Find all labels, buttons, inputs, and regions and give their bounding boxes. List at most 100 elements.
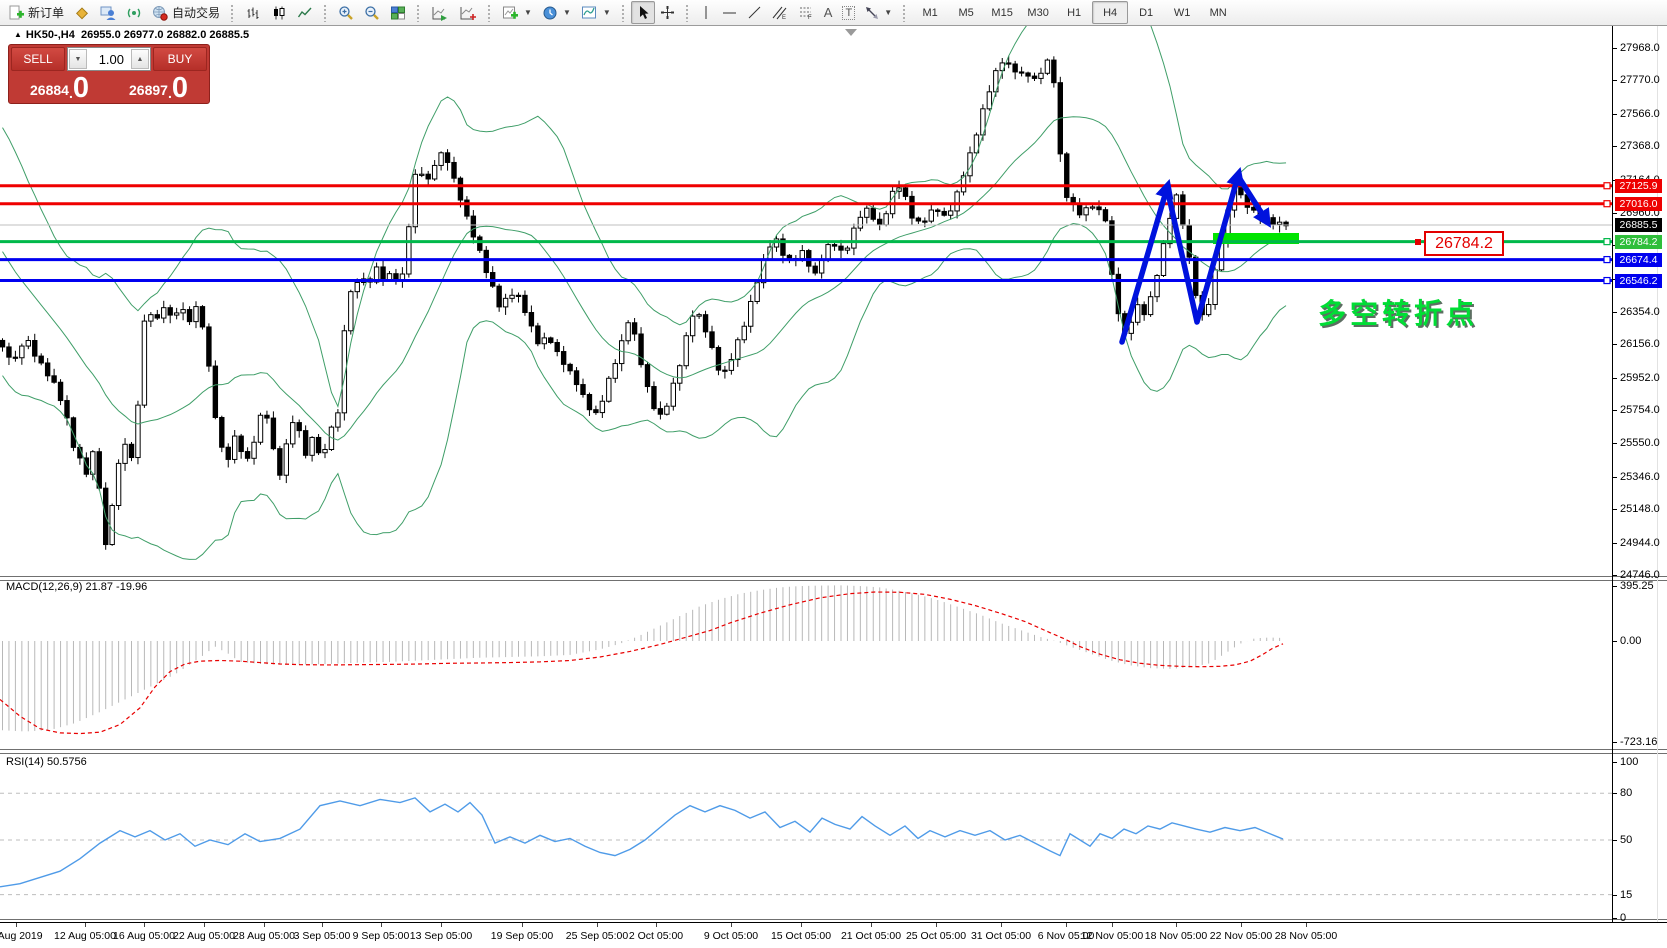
terminal-button[interactable] [95, 1, 121, 24]
line-handle[interactable] [1603, 200, 1611, 208]
dropdown-caret: ▼ [602, 8, 611, 17]
timeframe-m15[interactable]: M15 [991, 6, 1013, 19]
line-handle[interactable] [1603, 182, 1611, 190]
line-chart-mode-button[interactable] [292, 1, 318, 24]
line-handle[interactable] [1603, 255, 1611, 264]
volume-increase-button[interactable]: ▲ [131, 49, 149, 69]
timeframe-d1[interactable]: D1 [1139, 6, 1154, 19]
rsi-label: RSI(14) 50.5756 [6, 756, 87, 768]
cursor-tool-button[interactable] [630, 1, 655, 24]
symbols-button[interactable] [69, 1, 95, 24]
sell-button[interactable]: SELL [11, 47, 65, 71]
toolbar-grip[interactable] [487, 3, 493, 22]
new-order-button[interactable]: 新订单 [3, 1, 69, 24]
zoom-out-button[interactable] [359, 1, 385, 24]
fibonacci-tool[interactable]: F [793, 1, 819, 24]
bar-chart-mode-button[interactable] [240, 1, 266, 24]
toolbar-grip[interactable] [416, 3, 422, 22]
volume-decrease-button[interactable]: ▼ [69, 49, 87, 69]
price-axis-tick-label: 24746.0 [1620, 568, 1660, 581]
arrows-icon [866, 6, 879, 19]
timeframe-w1[interactable]: W1 [1173, 6, 1191, 19]
toolbar-grip[interactable] [684, 3, 690, 22]
connection-button[interactable] [121, 1, 147, 24]
timeframe-h4[interactable]: H4 [1092, 1, 1129, 24]
vertical-line-tool[interactable] [695, 1, 717, 24]
time-axis-tick [322, 923, 323, 927]
timeframe-m5[interactable]: M5 [958, 6, 974, 19]
candlestick-mode-button[interactable] [266, 1, 292, 24]
line-handle[interactable] [1603, 238, 1611, 246]
crosshair-tool-button[interactable] [655, 1, 680, 24]
new-chart-dropdown[interactable]: ▼ [497, 1, 537, 24]
auto-trading-icon [153, 5, 168, 21]
line-handle[interactable] [1603, 276, 1611, 285]
buy-price-main: 26897 [129, 82, 168, 98]
auto-scroll-icon [432, 6, 448, 21]
profiles-dropdown[interactable]: ▼ [537, 1, 576, 24]
label-tool[interactable]: T [837, 1, 860, 24]
auto-scroll-button[interactable] [426, 1, 454, 24]
turning-point-annotation[interactable]: 多空转折点 [1318, 298, 1479, 329]
new-order-label: 新订单 [28, 6, 65, 20]
toolbar-grip[interactable] [902, 3, 908, 22]
horizontal-level-line[interactable] [0, 200, 1612, 208]
panel-divider[interactable] [0, 749, 1667, 754]
horizontal-level-line[interactable] [0, 182, 1612, 190]
channel-tool[interactable]: E [767, 1, 793, 24]
axis-tick [1612, 443, 1617, 445]
collapse-panel-icon[interactable]: ▲ [14, 30, 22, 39]
macd-canvas [0, 585, 1284, 735]
new-order-icon [9, 5, 24, 19]
chart-shift-marker[interactable] [845, 29, 857, 36]
buy-price[interactable]: 26897. 0 [110, 72, 207, 103]
price-annotation-handle[interactable] [1415, 239, 1421, 245]
toolbar-grip[interactable] [323, 3, 329, 22]
arrows-tool-dropdown[interactable]: ▼ [860, 1, 897, 24]
zoom-in-button[interactable] [333, 1, 359, 24]
axis-tick [1612, 476, 1617, 478]
trend-arrows[interactable] [1119, 166, 1272, 345]
timeframe-mn[interactable]: MN [1209, 6, 1227, 19]
sell-price[interactable]: 26884. 0 [11, 72, 108, 104]
text-tool[interactable]: A [819, 1, 838, 24]
macd-axis-label: 0.00 [1620, 635, 1642, 647]
toolbar-grip[interactable] [620, 3, 626, 22]
timeframe-m30[interactable]: M30 [1027, 6, 1049, 19]
price-annotation-label[interactable]: 26784.2 [1424, 231, 1504, 256]
horizontal-level-line[interactable] [0, 276, 1612, 285]
highlight-rectangle[interactable] [1213, 233, 1299, 244]
indicators-dropdown[interactable]: ▼ [576, 1, 616, 24]
timeframe-h1[interactable]: H1 [1067, 6, 1082, 19]
horizontal-level-line[interactable] [0, 255, 1612, 264]
auto-trading-button[interactable]: 自动交易 [147, 1, 225, 24]
candlestick-icon [274, 6, 285, 19]
indicators-icon [581, 6, 596, 18]
time-axis-label: 16 Aug 05:00 [113, 930, 175, 942]
buy-button[interactable]: BUY [153, 47, 207, 71]
time-axis-tick [85, 923, 86, 927]
bollinger-bands[interactable] [2, 26, 1287, 560]
toolbar-grip[interactable] [230, 3, 236, 22]
horizontal-line-tool[interactable] [717, 1, 742, 24]
trendline-tool[interactable] [742, 1, 767, 24]
level-price-tag: 27125.9 [1615, 178, 1662, 193]
axis-tick [1612, 585, 1617, 587]
axis-tick [1612, 641, 1617, 642]
sell-price-pip: 0 [72, 72, 89, 104]
volume-input[interactable]: 1.00 [98, 51, 124, 67]
symbol-period: HK50-,H4 [25, 29, 75, 41]
tile-windows-button[interactable] [385, 1, 411, 24]
time-axis-tick [1112, 923, 1113, 927]
time-axis-tick [522, 923, 523, 927]
channel-icon: E [772, 6, 787, 20]
chart-shift-button[interactable] [454, 1, 482, 24]
panel-divider[interactable] [0, 576, 1667, 581]
horizontal-level-line[interactable] [0, 238, 1612, 246]
time-axis-label: 6 Aug 2019 [0, 930, 43, 942]
axis-tick [1612, 509, 1617, 511]
vertical-line-icon [705, 6, 707, 19]
timeframe-m1[interactable]: M1 [922, 6, 938, 19]
rsi-axis-label: 100 [1620, 756, 1639, 768]
